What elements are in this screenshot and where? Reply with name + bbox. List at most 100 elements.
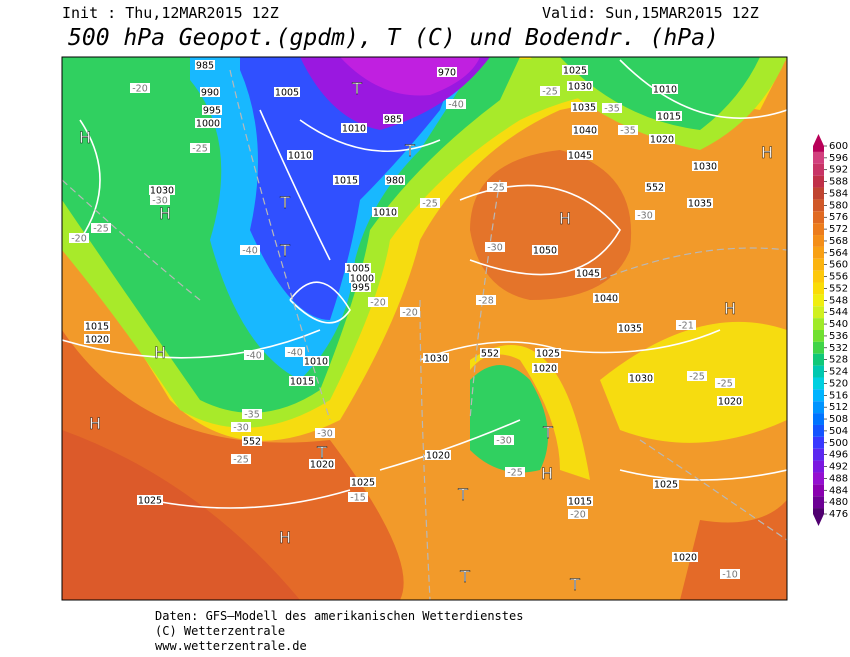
label-box [649, 134, 675, 144]
footer-url: www.wetterzentrale.de [155, 639, 307, 653]
colorbar-cell [813, 377, 824, 390]
colorbar-cell [813, 246, 824, 259]
label-box [231, 454, 251, 464]
isobar-label: 1005 [275, 88, 299, 99]
valid-time: Valid: Sun,15MAR2015 12Z [542, 4, 759, 22]
label-box [602, 103, 622, 113]
label-box [572, 125, 598, 135]
isobar-label: 1020 [426, 451, 450, 462]
label-box [309, 459, 335, 469]
colorbar-label: 516 [829, 390, 848, 401]
isobar-label: 1030 [568, 82, 592, 93]
colorbar-label: 540 [829, 319, 848, 330]
colorbar-label: 584 [829, 188, 848, 199]
colorbar-label: 564 [829, 248, 848, 259]
colorbar-label: 524 [829, 367, 848, 378]
temperature-label: -35 [604, 104, 620, 115]
isobar-label: 1020 [718, 397, 742, 408]
label-box [687, 198, 713, 208]
isobar-label: 1025 [536, 349, 560, 360]
colorbar-label: 556 [829, 272, 848, 283]
temperature-label: -20 [132, 84, 148, 95]
temperature-label: -30 [152, 196, 168, 207]
isobar-label: 1030 [629, 374, 653, 385]
colorbar-cell [813, 508, 824, 514]
isobar-label: 1015 [85, 322, 109, 333]
label-box [425, 450, 451, 460]
pressure-center-label: T [316, 443, 327, 462]
label-box [540, 86, 560, 96]
label-box [617, 323, 643, 333]
isobar-label: 1035 [688, 199, 712, 210]
colorbar-arrow [813, 514, 824, 526]
isobar-label: 980 [386, 176, 404, 187]
temperature-label: -20 [370, 298, 386, 309]
isobar-label: 1045 [568, 151, 592, 162]
label-box [618, 125, 638, 135]
label-box [91, 223, 111, 233]
footer-copyright: (C) Wetterzentrale [155, 624, 285, 638]
colorbar-cell [813, 353, 824, 366]
temperature-label: -21 [678, 321, 694, 332]
label-box [195, 118, 221, 128]
isobar-label: 1040 [594, 294, 618, 305]
colorbar-cell [813, 389, 824, 402]
isobar-label: 1025 [563, 66, 587, 77]
label-box [532, 363, 558, 373]
label-box [485, 242, 505, 252]
isobar-label: 1025 [654, 480, 678, 491]
colorbar-label: 476 [829, 509, 848, 520]
label-box [656, 111, 682, 121]
isobar-label: 1030 [150, 186, 174, 197]
label-box [287, 150, 313, 160]
temperature-label: -20 [71, 234, 87, 245]
label-box [400, 307, 420, 317]
isobar-label: 1035 [572, 103, 596, 114]
label-box [69, 233, 89, 243]
colorbar-cell [813, 163, 824, 176]
footer-source: Daten: GFS–Modell des amerikanischen Wet… [155, 609, 523, 623]
temperature-label: -25 [192, 144, 208, 155]
temperature-label: -25 [233, 455, 249, 466]
pressure-center-label: H [89, 414, 101, 433]
isobar-label: 985 [196, 61, 214, 72]
temperature-label: -25 [717, 379, 733, 390]
temperature-label: -35 [244, 410, 260, 421]
pressure-center-label: H [724, 299, 736, 318]
pressure-center-label: T [569, 575, 580, 594]
label-box [350, 477, 376, 487]
colorbar-label: 492 [829, 462, 848, 473]
pressure-center-label: H [159, 204, 171, 223]
colorbar-cell [813, 448, 824, 461]
colorbar-cell [813, 282, 824, 295]
map-frame [61, 56, 788, 601]
colorbar-cell [813, 223, 824, 236]
colorbar-label: 568 [829, 236, 848, 247]
isobar-label: 995 [352, 283, 370, 294]
temperature-label: -25 [507, 468, 523, 479]
isobar-label: 1010 [653, 85, 677, 96]
colorbar-label: 488 [829, 473, 848, 484]
pressure-center-label: T [279, 193, 290, 212]
label-box [368, 297, 388, 307]
pressure-center-label: T [457, 485, 468, 504]
colorbar-cell [813, 484, 824, 497]
colorbar-cell [813, 146, 824, 152]
label-box [349, 273, 375, 283]
colorbar-label: 480 [829, 497, 848, 508]
label-box [535, 348, 561, 358]
label-box [437, 67, 457, 77]
colorbar-label: 484 [829, 485, 848, 496]
colorbar-label: 532 [829, 343, 848, 354]
pressure-center-label: H [279, 528, 291, 547]
label-box [150, 195, 170, 205]
temperature-label: -40 [246, 351, 262, 362]
pressure-center-label: T [459, 567, 470, 586]
colorbar-cell [813, 187, 824, 200]
temperature-label: -20 [402, 308, 418, 319]
isobar-label: 1005 [346, 264, 370, 275]
colorbar-label: 528 [829, 355, 848, 366]
colorbar-cell [813, 365, 824, 378]
label-box [532, 245, 558, 255]
label-box [494, 435, 514, 445]
